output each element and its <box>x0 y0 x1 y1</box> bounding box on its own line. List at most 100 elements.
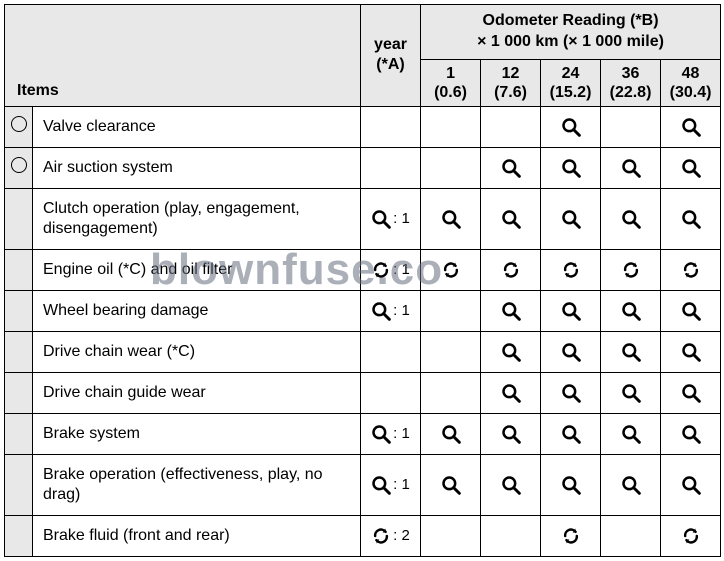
odo-km: 1 <box>446 65 455 82</box>
table-row: Wheel bearing damage: 1 <box>5 290 721 331</box>
inspect-icon <box>681 159 701 176</box>
table-row: Drive chain wear (*C) <box>5 331 721 372</box>
row-cell <box>661 515 721 556</box>
inspect-icon <box>441 476 461 493</box>
odo-mi: (15.2) <box>550 84 592 101</box>
row-year <box>361 106 421 147</box>
row-cell <box>481 249 541 290</box>
row-flag <box>5 413 33 454</box>
inspect-icon <box>501 343 521 360</box>
row-cell <box>481 454 541 515</box>
odo-mi: (0.6) <box>434 84 467 101</box>
table-header: Items year (*A) Odometer Reading (*B) × … <box>5 5 721 107</box>
row-cell <box>421 290 481 331</box>
row-cell <box>481 290 541 331</box>
row-cell <box>601 249 661 290</box>
row-year: : 1 <box>361 249 421 290</box>
row-flag <box>5 454 33 515</box>
row-cell <box>421 106 481 147</box>
row-cell <box>661 147 721 188</box>
replace-icon <box>501 261 521 278</box>
row-cell <box>421 188 481 249</box>
row-cell <box>541 290 601 331</box>
inspect-icon <box>501 302 521 319</box>
row-item: Brake operation (effectiveness, play, no… <box>33 454 361 515</box>
replace-icon <box>561 527 581 544</box>
inspect-icon <box>561 118 581 135</box>
row-cell <box>481 372 541 413</box>
row-cell <box>481 147 541 188</box>
row-cell <box>541 147 601 188</box>
replace-icon <box>371 527 391 544</box>
odo-mi: (30.4) <box>670 84 712 101</box>
replace-icon <box>681 261 701 278</box>
row-cell <box>601 331 661 372</box>
header-year: year (*A) <box>361 5 421 107</box>
replace-icon <box>371 261 391 278</box>
row-cell <box>541 413 601 454</box>
circle-icon <box>11 116 27 132</box>
inspect-icon <box>561 384 581 401</box>
row-year: : 1 <box>361 290 421 331</box>
inspect-icon <box>681 384 701 401</box>
inspect-icon <box>681 118 701 135</box>
row-flag <box>5 331 33 372</box>
header-odo-l1: Odometer Reading (*B) <box>483 12 659 29</box>
row-cell <box>481 188 541 249</box>
row-cell <box>661 290 721 331</box>
row-cell <box>481 515 541 556</box>
table-row: Drive chain guide wear <box>5 372 721 413</box>
odo-mi: (7.6) <box>494 84 527 101</box>
row-cell <box>421 454 481 515</box>
row-flag <box>5 249 33 290</box>
row-item: Drive chain guide wear <box>33 372 361 413</box>
row-flag <box>5 147 33 188</box>
year-suffix: : 2 <box>391 527 410 544</box>
inspect-icon <box>681 425 701 442</box>
header-year-l1: year <box>374 36 407 53</box>
inspect-icon <box>371 476 391 493</box>
odo-mi: (22.8) <box>610 84 652 101</box>
year-suffix: : 1 <box>391 425 410 442</box>
row-cell <box>601 372 661 413</box>
inspect-icon <box>501 384 521 401</box>
row-cell <box>421 249 481 290</box>
inspect-icon <box>371 302 391 319</box>
maintenance-table: Items year (*A) Odometer Reading (*B) × … <box>4 4 721 557</box>
inspect-icon <box>501 425 521 442</box>
inspect-icon <box>621 343 641 360</box>
row-cell <box>481 331 541 372</box>
inspect-icon <box>621 302 641 319</box>
row-year: : 1 <box>361 413 421 454</box>
row-cell <box>421 515 481 556</box>
row-cell <box>661 249 721 290</box>
row-cell <box>661 106 721 147</box>
row-item: Engine oil (*C) and oil filter <box>33 249 361 290</box>
header-odometer: Odometer Reading (*B) × 1 000 km (× 1 00… <box>421 5 721 60</box>
header-odo-col-0: 1 (0.6) <box>421 59 481 106</box>
row-cell <box>421 147 481 188</box>
table-row: Brake operation (effectiveness, play, no… <box>5 454 721 515</box>
row-cell <box>541 249 601 290</box>
row-cell <box>481 413 541 454</box>
row-flag <box>5 290 33 331</box>
table-row: Brake fluid (front and rear): 2 <box>5 515 721 556</box>
row-cell <box>601 454 661 515</box>
inspect-icon <box>681 343 701 360</box>
inspect-icon <box>681 302 701 319</box>
circle-icon <box>11 157 27 173</box>
row-cell <box>541 515 601 556</box>
year-suffix: : 1 <box>391 302 410 319</box>
row-item: Clutch operation (play, engagement, dise… <box>33 188 361 249</box>
inspect-icon <box>371 210 391 227</box>
row-year <box>361 372 421 413</box>
replace-icon <box>561 261 581 278</box>
row-year: : 2 <box>361 515 421 556</box>
row-year <box>361 147 421 188</box>
inspect-icon <box>561 476 581 493</box>
header-odo-col-1: 12(7.6) <box>481 59 541 106</box>
inspect-icon <box>621 384 641 401</box>
year-suffix: : 1 <box>391 261 410 278</box>
odo-km: 48 <box>682 65 700 82</box>
row-cell <box>421 372 481 413</box>
